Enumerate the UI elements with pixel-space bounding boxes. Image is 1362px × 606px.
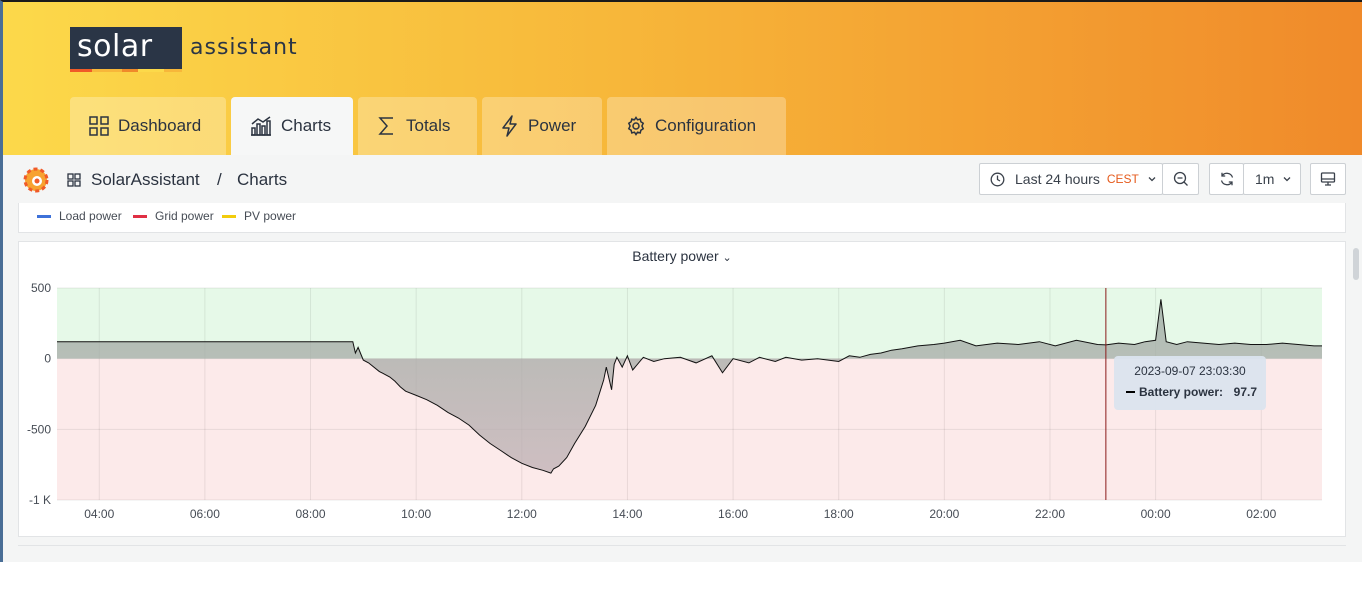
left-accent-bar: [0, 203, 3, 562]
time-range-picker[interactable]: Last 24 hours CEST: [979, 163, 1163, 195]
tab-label: Power: [528, 116, 577, 135]
solar-assistant-logo[interactable]: solar: [70, 27, 182, 71]
tab-dashboard[interactable]: Dashboard: [70, 97, 226, 155]
legend-item-pv-power[interactable]: PV power: [222, 209, 296, 223]
x-tick-label: 08:00: [296, 507, 326, 521]
time-range-label: Last 24 hours: [1015, 171, 1100, 187]
logo-word: solar: [77, 29, 153, 64]
x-tick-label: 10:00: [401, 507, 431, 521]
zoom-out-icon: [1173, 171, 1188, 186]
x-tick-label: 22:00: [1035, 507, 1065, 521]
legend-label: Grid power: [155, 209, 214, 223]
tooltip-series: Battery power:: [1126, 385, 1223, 399]
lightning-icon: [502, 115, 517, 137]
battery-power-chart[interactable]: 04:00 06:00 08:00 10:00 12:00 14:00 16:00 18:00…: [19, 242, 1347, 538]
x-tick-label: 06:00: [190, 507, 220, 521]
tab-label: Totals: [406, 116, 451, 135]
tooltip-series-label: Battery power:: [1139, 385, 1224, 399]
breadcrumb-separator: /: [217, 170, 222, 189]
tv-mode-button[interactable]: [1310, 163, 1346, 195]
x-tick-label: 18:00: [824, 507, 854, 521]
monitor-icon: [1320, 172, 1336, 186]
x-tick-label: 20:00: [929, 507, 959, 521]
legend-item-grid-power[interactable]: Grid power: [133, 209, 214, 223]
panel-title[interactable]: Battery power ⌄: [19, 248, 1345, 264]
y-tick-label: -1 K: [29, 493, 51, 507]
y-tick-label: 500: [31, 281, 51, 295]
tab-totals[interactable]: Totals: [358, 97, 477, 155]
x-tick-label: 14:00: [612, 507, 642, 521]
breadcrumb-home[interactable]: SolarAssistant: [91, 170, 200, 189]
x-tick-label: 02:00: [1246, 507, 1276, 521]
y-tick-label: 0: [44, 352, 51, 366]
y-tick-label: -500: [27, 422, 51, 436]
app-header: [0, 0, 1362, 155]
chevron-down-icon: [1283, 177, 1291, 182]
legend-label: Load power: [59, 209, 122, 223]
x-tick-label: 04:00: [84, 507, 114, 521]
logo-stripes: [70, 69, 182, 72]
timezone-label: CEST: [1106, 172, 1139, 186]
refresh-button[interactable]: [1209, 163, 1244, 195]
threshold-band-1: [57, 358, 1322, 500]
legend-label: PV power: [244, 209, 297, 223]
tab-label: Configuration: [655, 116, 757, 135]
chart-tooltip: 2023-09-07 23:03:30 Battery power: 97.7: [1114, 356, 1266, 410]
series-line: [57, 299, 1322, 474]
logo-subtitle: assistant: [190, 35, 298, 60]
tooltip-time: 2023-09-07 23:03:30: [1134, 364, 1246, 378]
tooltip-value: 97.7: [1233, 385, 1257, 399]
dashboard-grid-icon: [67, 173, 81, 187]
refresh-interval-picker[interactable]: 1m: [1243, 163, 1301, 195]
legend-item-load-power[interactable]: Load power: [37, 209, 122, 223]
previous-panel-legend: Load power Grid power PV power: [18, 203, 1346, 233]
chevron-down-icon: [1148, 177, 1156, 182]
refresh-interval-label: 1m: [1255, 171, 1275, 187]
tab-label: Charts: [281, 116, 332, 135]
refresh-icon: [1220, 172, 1233, 186]
gear-icon: [627, 116, 645, 136]
x-tick-label: 00:00: [1141, 507, 1171, 521]
tab-label: Dashboard: [118, 116, 202, 135]
tab-charts[interactable]: Charts: [231, 97, 353, 155]
dashboard-grid-icon: [89, 116, 109, 136]
chart-bars-icon: [251, 116, 271, 136]
tab-power[interactable]: Power: [482, 97, 602, 155]
panel-title-text: Battery power: [632, 248, 719, 264]
breadcrumb-page: Charts: [237, 170, 288, 189]
clock-icon: [990, 172, 1005, 186]
grafana-logo-icon[interactable]: [22, 166, 50, 194]
chevron-down-icon: ⌄: [722, 252, 732, 264]
page-bottom: [0, 562, 1362, 606]
x-tick-label: 16:00: [718, 507, 748, 521]
x-tick-label: 12:00: [507, 507, 537, 521]
page-scrollbar[interactable]: [1353, 248, 1359, 280]
zoom-out-button[interactable]: [1162, 163, 1199, 195]
sigma-icon: [378, 117, 393, 135]
next-panel-top: [18, 545, 1346, 565]
tab-configuration[interactable]: Configuration: [607, 97, 786, 155]
